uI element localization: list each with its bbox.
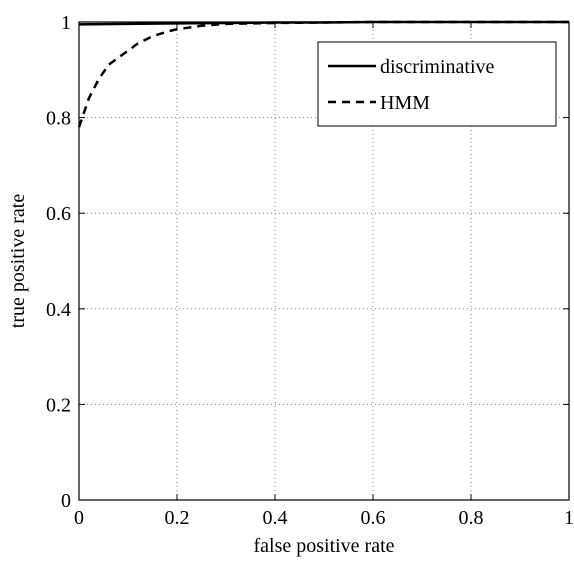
series-line-hmm [77, 20, 569, 128]
axis-ticks [78, 21, 570, 501]
y-axis-title: true positive rate [7, 194, 29, 329]
y-tick-label: 0.2 [46, 394, 71, 416]
y-tick-label: 0.6 [46, 203, 71, 225]
x-tick-label: 1 [564, 507, 574, 529]
tick-labels: 0 0.2 0.4 0.6 0.8 1 0 0.2 0.4 0.6 0.8 1 [46, 12, 574, 529]
x-tick-label: 0.2 [165, 507, 190, 529]
y-tick-label: 1 [61, 12, 71, 34]
x-tick-label: 0 [74, 507, 84, 529]
x-tick-label: 0.6 [361, 507, 386, 529]
x-tick-label: 0.8 [459, 507, 484, 529]
legend: discriminative HMM [317, 41, 557, 127]
x-axis-title: false positive rate [253, 535, 394, 557]
y-tick-label: 0.8 [46, 108, 71, 130]
plot-frame [78, 21, 570, 501]
legend-label-hmm: HMM [380, 92, 430, 114]
legend-box [317, 41, 557, 127]
x-tick-label: 0.4 [263, 507, 288, 529]
legend-label-discriminative: discriminative [380, 56, 495, 78]
y-tick-label: 0 [61, 490, 71, 512]
y-tick-label: 0.4 [46, 299, 71, 321]
